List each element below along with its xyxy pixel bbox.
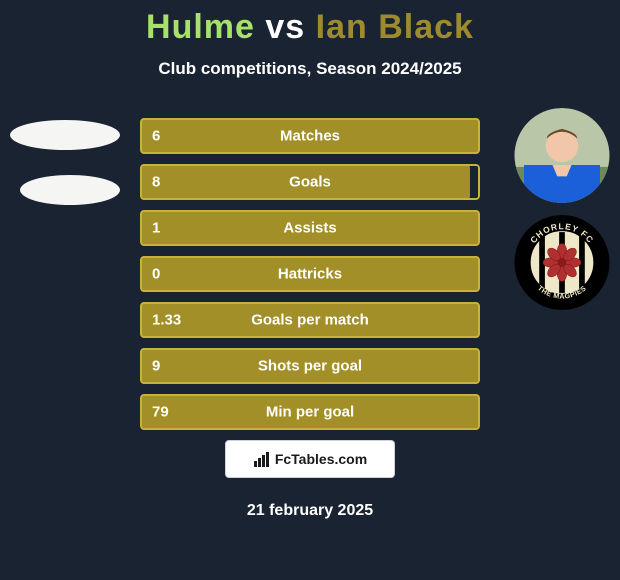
stat-row: 1Assists (140, 210, 480, 246)
stat-label: Goals (140, 174, 480, 191)
club-badge-svg: CHORLEY FC THE MAGPIES (512, 215, 612, 310)
stat-label: Goals per match (140, 312, 480, 329)
stat-row: 6Matches (140, 118, 480, 154)
stat-row: 1.33Goals per match (140, 302, 480, 338)
comparison-card: Hulme vs Ian Black Club competitions, Se… (0, 0, 620, 580)
avatar-player-photo (512, 108, 612, 203)
brand-box[interactable]: FcTables.com (225, 440, 395, 478)
page-title: Hulme vs Ian Black (0, 0, 620, 47)
title-player1: Hulme (146, 8, 255, 46)
subtitle: Club competitions, Season 2024/2025 (0, 59, 620, 79)
player-photo-svg (512, 108, 612, 203)
avatar-left-bottom (20, 175, 120, 205)
stat-row: 9Shots per goal (140, 348, 480, 384)
title-player2: Ian Black (316, 8, 474, 46)
stat-label: Hattricks (140, 266, 480, 283)
stats-panel: 6Matches 8Goals 1Assists 0Hattricks 1.33Goal… (140, 118, 480, 440)
title-vs: vs (255, 8, 316, 46)
date-text: 21 february 2025 (0, 502, 620, 520)
stat-label: Shots per goal (140, 358, 480, 375)
stat-row: 0Hattricks (140, 256, 480, 292)
brand-text: FcTables.com (275, 451, 367, 467)
stat-row: 79Min per goal (140, 394, 480, 430)
stat-row: 8Goals (140, 164, 480, 200)
stat-label: Min per goal (140, 404, 480, 421)
avatar-club-badge: CHORLEY FC THE MAGPIES (512, 215, 612, 310)
chart-icon (253, 450, 271, 468)
stat-label: Assists (140, 220, 480, 237)
avatar-left-top (10, 120, 120, 150)
stat-label: Matches (140, 128, 480, 145)
